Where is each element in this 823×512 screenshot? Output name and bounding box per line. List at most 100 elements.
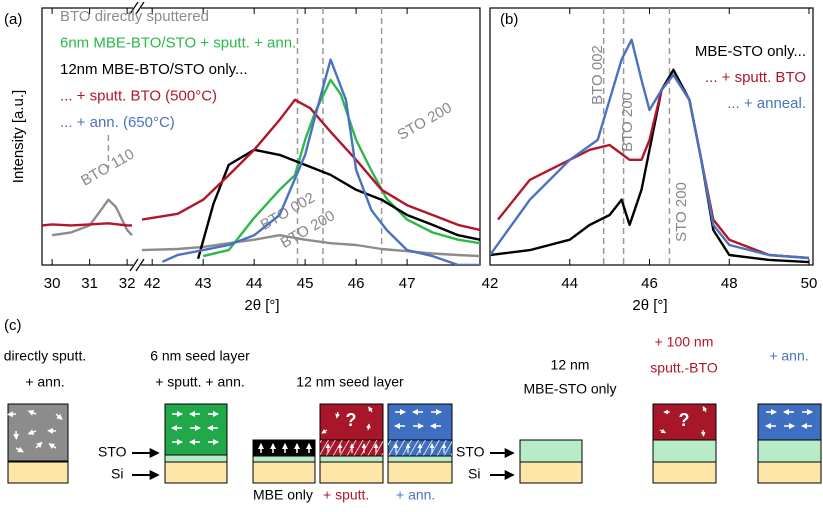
seed-layer bbox=[252, 439, 316, 457]
polarization-arrow bbox=[55, 413, 63, 420]
sto-layer bbox=[319, 455, 384, 463]
layer-label: STO bbox=[456, 444, 485, 460]
caption: MBE only bbox=[253, 487, 313, 503]
x-axis-label: 2θ [°] bbox=[632, 297, 667, 314]
x-tick-label: 32 bbox=[119, 275, 136, 292]
axis-break bbox=[135, 258, 145, 272]
panel-label: (b) bbox=[500, 11, 518, 28]
caption: 12 nm bbox=[551, 357, 590, 373]
caption: sputt.-BTO bbox=[650, 360, 718, 376]
caption: directly sputt. bbox=[4, 348, 86, 364]
x-tick-label: 30 bbox=[44, 275, 61, 292]
legend-entry: MBE-STO only... bbox=[695, 43, 806, 60]
si-layer bbox=[519, 461, 583, 484]
reference-label: BTO 110 bbox=[78, 146, 137, 190]
sto-layer bbox=[519, 439, 583, 463]
si-layer bbox=[387, 461, 453, 484]
legend-entry: BTO directly sputtered bbox=[60, 8, 209, 25]
polarization-arrow bbox=[321, 429, 328, 434]
polarization-arrow bbox=[366, 423, 371, 431]
data-line bbox=[161, 58, 480, 265]
caption: + ann. bbox=[25, 374, 64, 390]
legend-entry: 6nm MBE-BTO/STO + sputt. + ann. bbox=[60, 34, 296, 51]
polarization-arrow bbox=[700, 429, 706, 437]
data-line bbox=[42, 98, 480, 232]
legend-entry: 12nm MBE-BTO/STO only... bbox=[60, 61, 248, 78]
reference-label: STO 200 bbox=[673, 182, 690, 242]
y-axis-label: Intensity [a.u.] bbox=[10, 90, 27, 183]
reference-label: BTO 002 bbox=[589, 45, 606, 105]
data-line bbox=[497, 73, 810, 260]
blue-layer bbox=[387, 403, 453, 441]
plot-frame bbox=[41, 7, 481, 266]
si-layer bbox=[252, 461, 316, 484]
reference-label: STO 200 bbox=[395, 99, 455, 144]
sto-layer bbox=[252, 455, 316, 463]
polarization-arrow bbox=[15, 446, 24, 453]
plot-frame bbox=[489, 7, 814, 266]
polarization-arrow bbox=[368, 406, 373, 413]
polarization-arrow bbox=[27, 429, 37, 435]
panel-label: (c) bbox=[4, 317, 22, 334]
sto-layer bbox=[652, 439, 717, 463]
charts: 30 31 32 42 43 44 45 46 47 (a) 2θ [°] Intensity [a.… bbox=[4, 1, 818, 314]
series-group bbox=[490, 38, 810, 264]
x-tick-label: 42 bbox=[482, 275, 499, 292]
x-tick-label: 44 bbox=[561, 275, 578, 292]
x-tick-label: 31 bbox=[81, 275, 98, 292]
data-line bbox=[490, 68, 810, 264]
x-tick-label: 44 bbox=[246, 275, 263, 292]
series-group bbox=[42, 58, 480, 265]
caption: + sputt. bbox=[323, 487, 369, 503]
arrows bbox=[7, 406, 813, 453]
data-line bbox=[202, 78, 480, 258]
diagram: (c) directly sputt. bbox=[4, 317, 822, 503]
gray-layer bbox=[7, 403, 69, 462]
x-tick-label: 48 bbox=[721, 275, 738, 292]
legend-entry: ... + sputt. BTO (500°C) bbox=[60, 87, 217, 104]
legend-entry: ... + ann. (650°C) bbox=[60, 114, 175, 131]
si-layer bbox=[7, 461, 69, 484]
data-line bbox=[490, 38, 810, 260]
sto-layer bbox=[757, 439, 822, 463]
sto-layer bbox=[387, 455, 453, 463]
axis-break-gap bbox=[133, 263, 141, 267]
polarization-arrow bbox=[659, 428, 667, 434]
si-layer bbox=[319, 461, 384, 484]
caption: + ann. bbox=[396, 487, 435, 503]
caption: + ann. bbox=[769, 348, 808, 364]
reference-label: BTO 200 bbox=[619, 92, 636, 152]
layer-label: STO bbox=[98, 444, 127, 460]
si-layer bbox=[757, 461, 822, 484]
caption: 6 nm seed layer bbox=[150, 348, 250, 364]
data-line bbox=[196, 148, 480, 260]
layer-label: Si bbox=[111, 466, 123, 482]
polarization-arrow bbox=[48, 443, 57, 449]
axis-break bbox=[129, 1, 139, 15]
x-tick-label: 46 bbox=[641, 275, 658, 292]
x-tick-label: 42 bbox=[144, 275, 161, 292]
sto-layer bbox=[164, 454, 228, 463]
x-tick-label: 45 bbox=[297, 275, 314, 292]
axis-break bbox=[135, 1, 145, 15]
panel-label: (a) bbox=[4, 11, 22, 28]
caption: MBE-STO only bbox=[523, 381, 616, 397]
polarization-arrow bbox=[702, 406, 708, 413]
legend-entry: ... + anneal. bbox=[727, 95, 806, 112]
blue-layer bbox=[757, 403, 822, 441]
question-mark: ? bbox=[679, 410, 690, 430]
caption: 12 nm seed layer bbox=[296, 374, 404, 390]
layer-label: Si bbox=[468, 466, 480, 482]
x-tick-label: 50 bbox=[801, 275, 818, 292]
si-layer bbox=[652, 461, 717, 484]
x-tick-label: 43 bbox=[195, 275, 212, 292]
x-axis-label: 2θ [°] bbox=[244, 297, 279, 314]
x-tick-label: 47 bbox=[399, 275, 416, 292]
legend-entry: ... + sputt. BTO bbox=[705, 69, 806, 86]
question-mark: ? bbox=[346, 410, 357, 430]
axis-break bbox=[129, 258, 139, 272]
caption: + sputt. + ann. bbox=[155, 374, 245, 390]
polarization-arrow bbox=[335, 411, 340, 419]
polarization-arrow bbox=[35, 441, 43, 449]
green-layer bbox=[164, 403, 228, 456]
